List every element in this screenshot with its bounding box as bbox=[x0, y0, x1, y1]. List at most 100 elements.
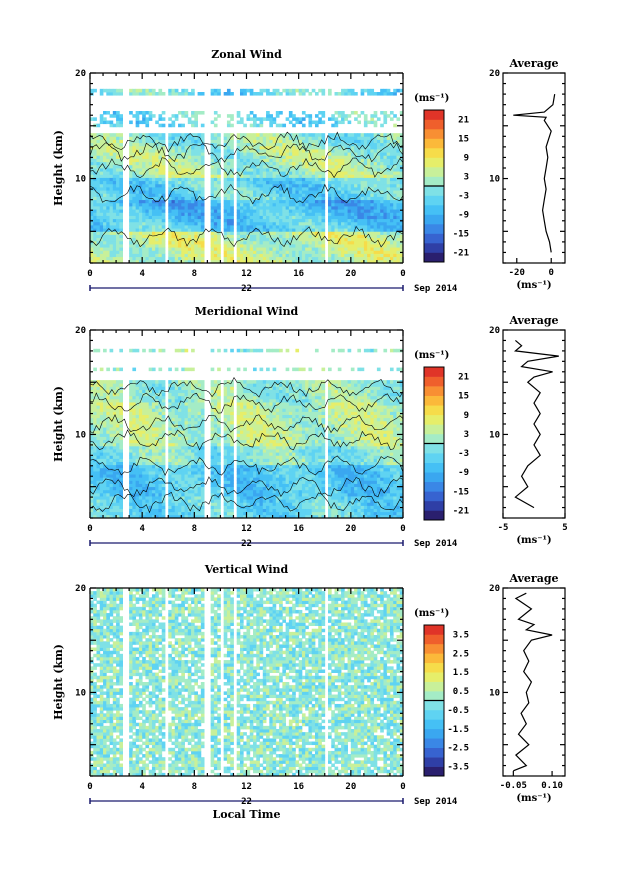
heatmap-cell bbox=[213, 234, 218, 239]
heatmap-cell bbox=[301, 155, 306, 159]
heatmap-cell bbox=[109, 152, 114, 156]
heatmap-cell bbox=[112, 420, 117, 425]
heatmap-cell bbox=[145, 234, 150, 239]
heatmap-cell bbox=[331, 187, 335, 191]
heatmap-cell bbox=[256, 202, 260, 207]
heatmap-cell bbox=[168, 442, 172, 447]
heatmap-cell bbox=[399, 209, 404, 213]
heatmap-cell bbox=[295, 209, 300, 213]
heatmap-cell bbox=[337, 193, 342, 197]
heatmap-cell bbox=[99, 158, 104, 163]
colorbar-swatch bbox=[424, 186, 444, 196]
heatmap-cell bbox=[380, 180, 384, 185]
heatmap-cell bbox=[256, 250, 260, 254]
heatmap-cell bbox=[129, 190, 133, 194]
heatmap-cell bbox=[96, 436, 101, 441]
heatmap-cell bbox=[337, 244, 342, 248]
heatmap-cell bbox=[376, 234, 381, 239]
heatmap-cell bbox=[109, 250, 114, 254]
heatmap-cell bbox=[259, 199, 264, 204]
heatmap-cell bbox=[243, 171, 247, 175]
heatmap-cell bbox=[148, 202, 153, 207]
heatmap-cell bbox=[344, 193, 348, 197]
heatmap-cell bbox=[376, 253, 381, 258]
heatmap-cell bbox=[129, 152, 133, 156]
heatmap-cell bbox=[138, 193, 143, 197]
heatmap-cell bbox=[373, 215, 378, 220]
heatmap-cell bbox=[350, 155, 355, 159]
heatmap-cell bbox=[262, 228, 267, 232]
heatmap-cell bbox=[96, 430, 101, 434]
heatmap-cell bbox=[96, 348, 101, 353]
heatmap-cell bbox=[103, 149, 107, 153]
heatmap-cell bbox=[96, 467, 101, 472]
heatmap-cell bbox=[168, 164, 172, 169]
heatmap-cell bbox=[305, 218, 309, 223]
heatmap-cell bbox=[269, 234, 273, 239]
heatmap-cell bbox=[347, 228, 352, 232]
heatmap-cell bbox=[138, 206, 143, 210]
heatmap-cell bbox=[298, 161, 303, 166]
heatmap-cell bbox=[396, 215, 401, 220]
heatmap-cell bbox=[135, 424, 140, 428]
heatmap-cell bbox=[181, 206, 185, 210]
heatmap-cell bbox=[99, 139, 104, 144]
heatmap-cell bbox=[112, 164, 117, 169]
heatmap-cell bbox=[301, 259, 306, 264]
heatmap-cell bbox=[148, 155, 153, 159]
heatmap-cell bbox=[161, 348, 166, 353]
heatmap-cell bbox=[314, 237, 319, 242]
heatmap-cell bbox=[259, 187, 264, 191]
heatmap-cell bbox=[223, 193, 228, 197]
heatmap-cell bbox=[119, 180, 123, 185]
heatmap-cell bbox=[145, 196, 150, 201]
heatmap-cell bbox=[90, 199, 94, 204]
heatmap-cell bbox=[399, 212, 404, 216]
heatmap-cell bbox=[354, 177, 358, 182]
heatmap-cell bbox=[279, 247, 283, 251]
heatmap-cell bbox=[357, 199, 362, 204]
heatmap-cell bbox=[106, 139, 110, 144]
heatmap-cell bbox=[171, 221, 176, 226]
heatmap-cell bbox=[328, 177, 332, 182]
heatmap-cell bbox=[171, 177, 176, 182]
heatmap-cell bbox=[181, 225, 185, 229]
heatmap-cell bbox=[230, 202, 234, 207]
heatmap-cell bbox=[272, 221, 277, 226]
heatmap-cell bbox=[197, 149, 202, 153]
heatmap-cell bbox=[93, 496, 97, 500]
heatmap-cell bbox=[109, 474, 114, 478]
heatmap-cell bbox=[223, 237, 228, 242]
heatmap-cell bbox=[399, 221, 404, 226]
heatmap-cell bbox=[112, 183, 117, 188]
heatmap-cell bbox=[158, 499, 163, 503]
heatmap-cell bbox=[269, 177, 273, 182]
heatmap-cell bbox=[96, 247, 101, 251]
heatmap-cell bbox=[155, 433, 159, 437]
heatmap-cell bbox=[295, 240, 300, 245]
heatmap-cell bbox=[230, 180, 234, 185]
heatmap-cell bbox=[288, 237, 293, 242]
heatmap-cell bbox=[174, 196, 179, 201]
heatmap-cell bbox=[308, 168, 313, 172]
heatmap-cell bbox=[148, 449, 153, 453]
heatmap-cell bbox=[178, 123, 182, 128]
heatmap-cell bbox=[341, 180, 345, 185]
heatmap-cell bbox=[314, 234, 319, 239]
heatmap-cell bbox=[331, 168, 335, 172]
heatmap-cell bbox=[106, 133, 110, 137]
heatmap-cell bbox=[399, 152, 404, 156]
heatmap-cell bbox=[151, 253, 156, 258]
heatmap-cell bbox=[376, 247, 381, 251]
heatmap-cell bbox=[246, 237, 251, 242]
heatmap-cell bbox=[132, 142, 137, 147]
heatmap-cell bbox=[246, 193, 251, 197]
heatmap-cell bbox=[99, 392, 104, 397]
heatmap-cell bbox=[158, 171, 163, 175]
heatmap-cell bbox=[96, 392, 101, 397]
heatmap-cell bbox=[96, 514, 101, 519]
heatmap-cell bbox=[331, 149, 335, 153]
heatmap-cell bbox=[187, 199, 192, 204]
heatmap-cell bbox=[158, 514, 163, 519]
heatmap-cell bbox=[269, 171, 273, 175]
